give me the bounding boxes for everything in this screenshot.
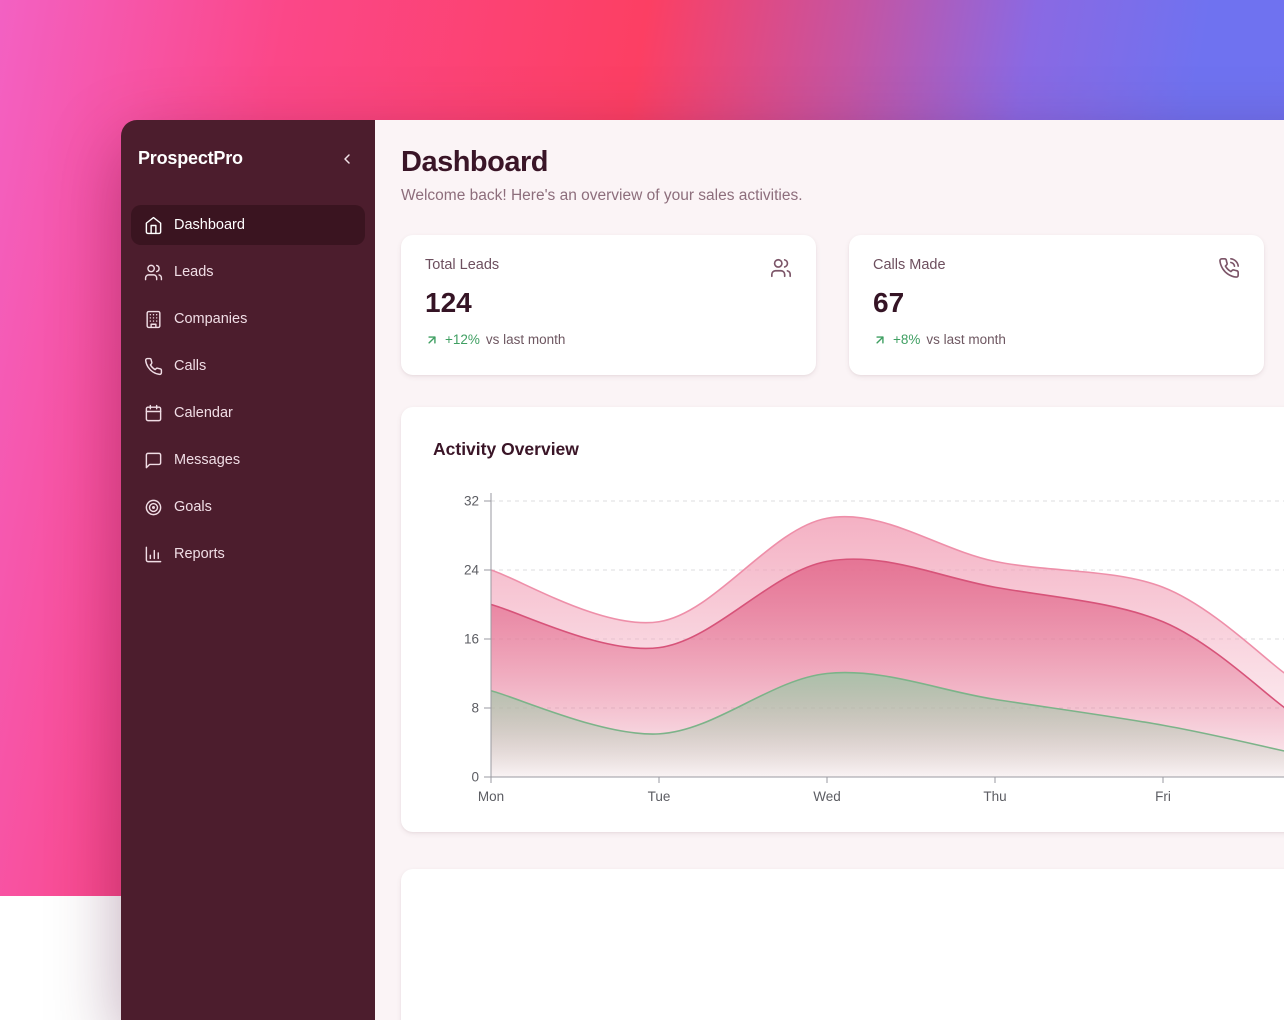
phone-call-icon xyxy=(1218,257,1240,279)
trend-suffix: vs last month xyxy=(486,332,566,347)
page-title: Dashboard xyxy=(401,146,1284,179)
x-tick-label: Mon xyxy=(478,789,504,804)
phone-icon xyxy=(144,357,163,376)
x-tick-label: Fri xyxy=(1155,789,1171,804)
target-icon xyxy=(144,498,163,517)
sidebar-item-dashboard[interactable]: Dashboard xyxy=(131,205,365,245)
trend-percentage: +12% xyxy=(445,332,480,347)
stat-card-trend: +12% vs last month xyxy=(425,332,792,347)
users-icon xyxy=(770,257,792,279)
app-window: ProspectPro Dashboard Leads xyxy=(121,120,1284,1020)
sidebar-nav: Dashboard Leads Companies Calls xyxy=(131,205,365,574)
sidebar-item-label: Goals xyxy=(174,499,212,515)
chevron-left-icon xyxy=(339,151,355,167)
trend-percentage: +8% xyxy=(893,332,920,347)
x-tick-label: Tue xyxy=(648,789,671,804)
sidebar-item-messages[interactable]: Messages xyxy=(131,440,365,480)
stat-card-trend: +8% vs last month xyxy=(873,332,1240,347)
sidebar-item-label: Dashboard xyxy=(174,217,245,233)
stat-card-value: 124 xyxy=(425,287,792,319)
activity-area-chart: 0 8 16 24 32 Mon Tue Wed Thu Fri xyxy=(401,407,1284,832)
y-tick-label: 0 xyxy=(471,770,479,785)
stat-cards-row: Total Leads 124 +12% vs last month Calls xyxy=(401,235,1284,375)
sidebar-item-reports[interactable]: Reports xyxy=(131,534,365,574)
sidebar-item-calendar[interactable]: Calendar xyxy=(131,393,365,433)
home-icon xyxy=(144,216,163,235)
sidebar-item-companies[interactable]: Companies xyxy=(131,299,365,339)
calendar-icon xyxy=(144,404,163,423)
x-tick-label: Thu xyxy=(983,789,1006,804)
stat-card-label: Calls Made xyxy=(873,257,946,273)
y-tick-label: 16 xyxy=(464,632,479,647)
sidebar-item-label: Calendar xyxy=(174,405,233,421)
trend-suffix: vs last month xyxy=(926,332,1006,347)
users-icon xyxy=(144,263,163,282)
message-icon xyxy=(144,451,163,470)
arrow-up-right-icon xyxy=(425,333,439,347)
building-icon xyxy=(144,310,163,329)
sidebar-item-leads[interactable]: Leads xyxy=(131,252,365,292)
y-tick-label: 32 xyxy=(464,494,479,509)
sidebar-item-calls[interactable]: Calls xyxy=(131,346,365,386)
sidebar-item-label: Calls xyxy=(174,358,206,374)
stat-card-total-leads: Total Leads 124 +12% vs last month xyxy=(401,235,816,375)
brand-logo: ProspectPro xyxy=(138,148,243,169)
sidebar-item-label: Reports xyxy=(174,546,225,562)
arrow-up-right-icon xyxy=(873,333,887,347)
sidebar: ProspectPro Dashboard Leads xyxy=(121,120,375,1020)
sidebar-item-label: Messages xyxy=(174,452,240,468)
bar-chart-icon xyxy=(144,545,163,564)
sidebar-item-goals[interactable]: Goals xyxy=(131,487,365,527)
page-subtitle: Welcome back! Here's an overview of your… xyxy=(401,187,1284,205)
main-content: Dashboard Welcome back! Here's an overvi… xyxy=(375,120,1284,1020)
x-tick-label: Wed xyxy=(813,789,841,804)
y-tick-label: 8 xyxy=(471,701,479,716)
stat-card-label: Total Leads xyxy=(425,257,499,273)
y-tick-label: 24 xyxy=(464,563,480,578)
sidebar-item-label: Leads xyxy=(174,264,214,280)
stat-card-calls-made: Calls Made 67 +8% vs last month xyxy=(849,235,1264,375)
sidebar-header: ProspectPro xyxy=(131,148,365,169)
stat-card-value: 67 xyxy=(873,287,1240,319)
next-section-card xyxy=(401,869,1284,1020)
sidebar-item-label: Companies xyxy=(174,311,247,327)
sidebar-collapse-button[interactable] xyxy=(337,149,357,169)
